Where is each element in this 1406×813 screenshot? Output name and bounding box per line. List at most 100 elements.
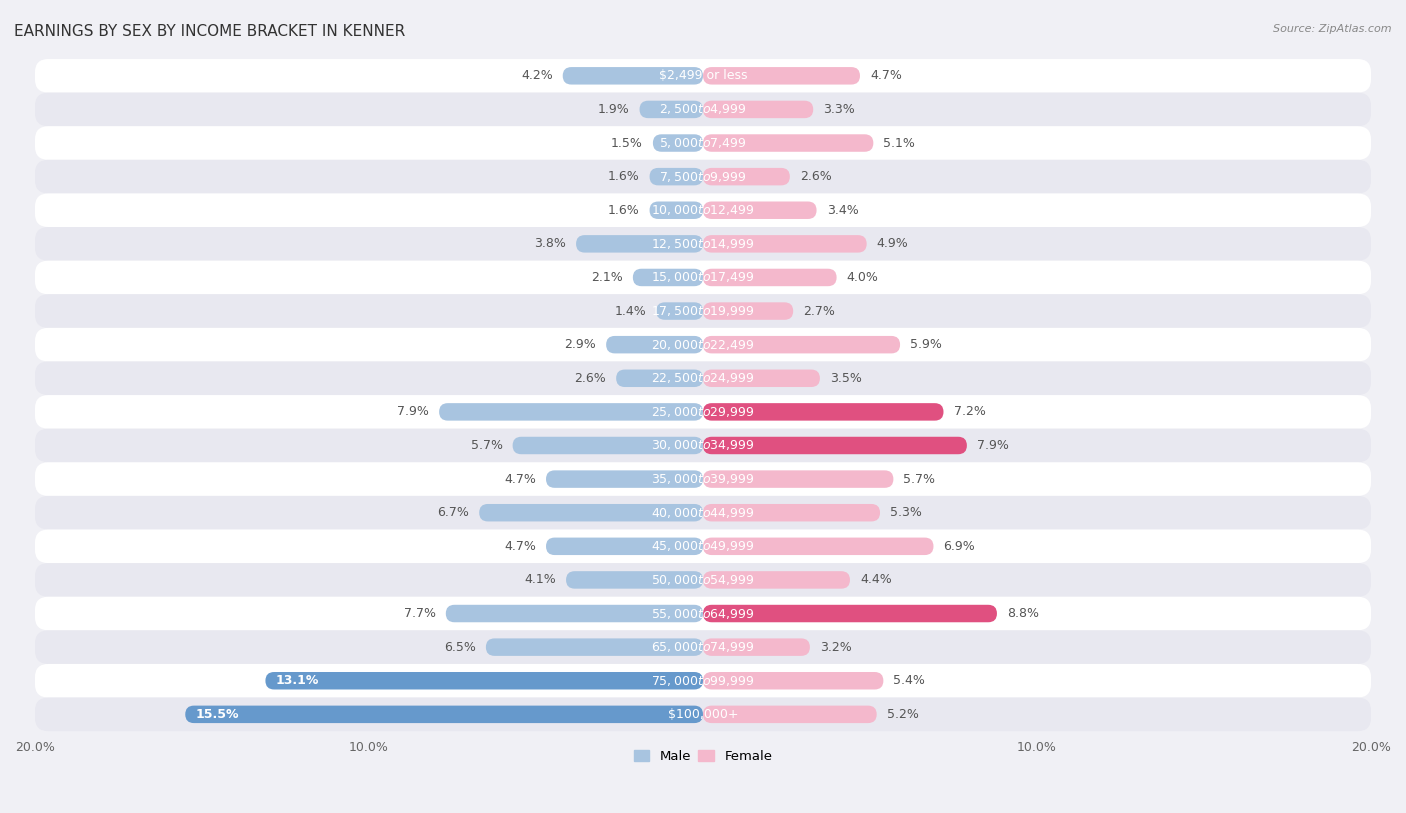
Text: 4.7%: 4.7% (870, 69, 901, 82)
FancyBboxPatch shape (703, 336, 900, 354)
FancyBboxPatch shape (567, 572, 703, 589)
Text: EARNINGS BY SEX BY INCOME BRACKET IN KENNER: EARNINGS BY SEX BY INCOME BRACKET IN KEN… (14, 24, 405, 39)
Text: $22,500 to $24,999: $22,500 to $24,999 (651, 372, 755, 385)
FancyBboxPatch shape (703, 370, 820, 387)
Text: 1.5%: 1.5% (612, 137, 643, 150)
Text: $7,500 to $9,999: $7,500 to $9,999 (659, 170, 747, 184)
Text: 1.4%: 1.4% (614, 305, 647, 318)
Text: 7.2%: 7.2% (953, 406, 986, 419)
FancyBboxPatch shape (546, 537, 703, 555)
FancyBboxPatch shape (633, 269, 703, 286)
FancyBboxPatch shape (703, 168, 790, 185)
FancyBboxPatch shape (35, 328, 1371, 362)
Text: 3.3%: 3.3% (824, 103, 855, 116)
FancyBboxPatch shape (703, 537, 934, 555)
Text: 2.6%: 2.6% (800, 170, 831, 183)
Text: 5.2%: 5.2% (887, 708, 918, 721)
Text: $100,000+: $100,000+ (668, 708, 738, 721)
FancyBboxPatch shape (703, 101, 813, 118)
Text: $12,500 to $14,999: $12,500 to $14,999 (651, 237, 755, 251)
Text: 2.7%: 2.7% (803, 305, 835, 318)
Text: 7.9%: 7.9% (977, 439, 1008, 452)
FancyBboxPatch shape (703, 202, 817, 219)
FancyBboxPatch shape (703, 605, 997, 622)
FancyBboxPatch shape (35, 193, 1371, 227)
FancyBboxPatch shape (650, 202, 703, 219)
FancyBboxPatch shape (35, 59, 1371, 93)
FancyBboxPatch shape (703, 302, 793, 320)
FancyBboxPatch shape (35, 126, 1371, 160)
FancyBboxPatch shape (35, 463, 1371, 496)
FancyBboxPatch shape (703, 134, 873, 152)
Text: 3.8%: 3.8% (534, 237, 567, 250)
Text: 4.0%: 4.0% (846, 271, 879, 284)
FancyBboxPatch shape (703, 638, 810, 656)
FancyBboxPatch shape (35, 630, 1371, 664)
Text: $15,000 to $17,499: $15,000 to $17,499 (651, 271, 755, 285)
Text: 4.7%: 4.7% (505, 540, 536, 553)
FancyBboxPatch shape (546, 471, 703, 488)
Text: 13.1%: 13.1% (276, 674, 319, 687)
FancyBboxPatch shape (35, 261, 1371, 294)
FancyBboxPatch shape (439, 403, 703, 420)
Text: $20,000 to $22,499: $20,000 to $22,499 (651, 337, 755, 352)
FancyBboxPatch shape (35, 563, 1371, 597)
FancyBboxPatch shape (35, 160, 1371, 193)
Text: 7.9%: 7.9% (398, 406, 429, 419)
Text: 5.9%: 5.9% (910, 338, 942, 351)
FancyBboxPatch shape (650, 168, 703, 185)
Text: $10,000 to $12,499: $10,000 to $12,499 (651, 203, 755, 217)
Text: $17,500 to $19,999: $17,500 to $19,999 (651, 304, 755, 318)
Text: 1.9%: 1.9% (598, 103, 630, 116)
FancyBboxPatch shape (703, 235, 866, 253)
FancyBboxPatch shape (703, 672, 883, 689)
FancyBboxPatch shape (35, 362, 1371, 395)
FancyBboxPatch shape (703, 572, 851, 589)
Text: 6.9%: 6.9% (943, 540, 976, 553)
FancyBboxPatch shape (486, 638, 703, 656)
FancyBboxPatch shape (606, 336, 703, 354)
FancyBboxPatch shape (35, 597, 1371, 630)
Text: 4.7%: 4.7% (505, 472, 536, 485)
Text: $50,000 to $54,999: $50,000 to $54,999 (651, 573, 755, 587)
FancyBboxPatch shape (186, 706, 703, 723)
FancyBboxPatch shape (35, 698, 1371, 731)
FancyBboxPatch shape (703, 437, 967, 454)
Text: 1.6%: 1.6% (607, 170, 640, 183)
FancyBboxPatch shape (35, 496, 1371, 529)
Text: $2,500 to $4,999: $2,500 to $4,999 (659, 102, 747, 116)
Text: $55,000 to $64,999: $55,000 to $64,999 (651, 606, 755, 620)
FancyBboxPatch shape (703, 504, 880, 521)
FancyBboxPatch shape (266, 672, 703, 689)
Text: $5,000 to $7,499: $5,000 to $7,499 (659, 136, 747, 150)
FancyBboxPatch shape (35, 93, 1371, 126)
Text: 2.6%: 2.6% (575, 372, 606, 385)
FancyBboxPatch shape (640, 101, 703, 118)
FancyBboxPatch shape (513, 437, 703, 454)
Text: 8.8%: 8.8% (1007, 607, 1039, 620)
Text: 4.9%: 4.9% (877, 237, 908, 250)
Text: 5.7%: 5.7% (904, 472, 935, 485)
Text: 2.1%: 2.1% (591, 271, 623, 284)
Text: 6.5%: 6.5% (444, 641, 475, 654)
FancyBboxPatch shape (35, 529, 1371, 563)
FancyBboxPatch shape (703, 471, 893, 488)
Text: 4.2%: 4.2% (522, 69, 553, 82)
Text: 15.5%: 15.5% (195, 708, 239, 721)
Text: 3.4%: 3.4% (827, 204, 858, 217)
FancyBboxPatch shape (576, 235, 703, 253)
FancyBboxPatch shape (35, 428, 1371, 463)
Text: $40,000 to $44,999: $40,000 to $44,999 (651, 506, 755, 520)
FancyBboxPatch shape (616, 370, 703, 387)
Text: $30,000 to $34,999: $30,000 to $34,999 (651, 438, 755, 453)
Legend: Male, Female: Male, Female (628, 745, 778, 768)
Text: 2.9%: 2.9% (564, 338, 596, 351)
Text: 4.1%: 4.1% (524, 573, 555, 586)
FancyBboxPatch shape (446, 605, 703, 622)
Text: 3.5%: 3.5% (830, 372, 862, 385)
Text: $45,000 to $49,999: $45,000 to $49,999 (651, 539, 755, 554)
FancyBboxPatch shape (35, 395, 1371, 428)
Text: Source: ZipAtlas.com: Source: ZipAtlas.com (1274, 24, 1392, 34)
Text: 5.1%: 5.1% (883, 137, 915, 150)
FancyBboxPatch shape (703, 706, 877, 723)
